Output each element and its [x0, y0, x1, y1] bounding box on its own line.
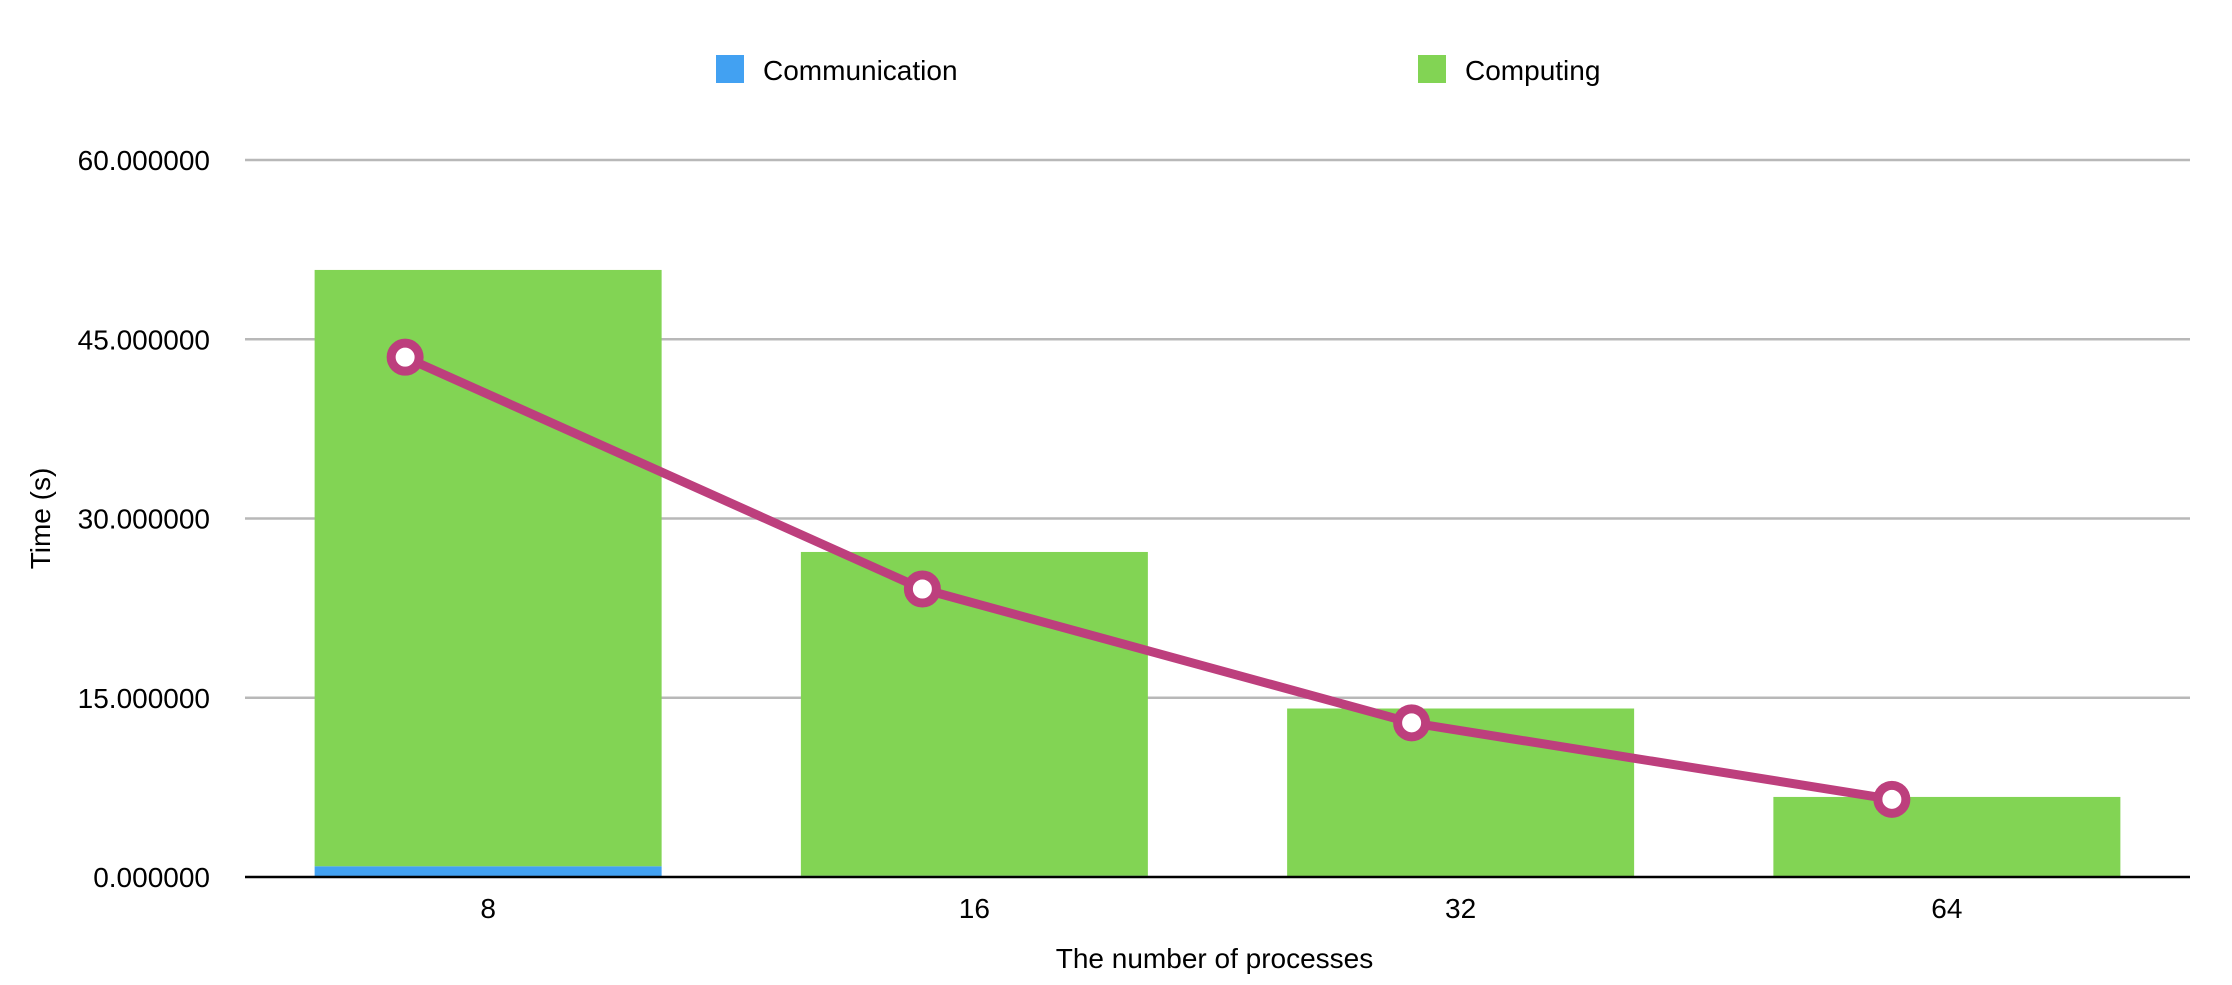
- legend: Communication Computing: [716, 55, 1600, 86]
- y-axis-title: Time (s): [25, 468, 56, 570]
- bar-computing: [314, 269, 662, 867]
- line-point: [903, 570, 941, 608]
- legend-label-computing: Computing: [1465, 55, 1600, 86]
- y-tick-label: 30.000000: [78, 504, 210, 535]
- line-series: [386, 338, 1911, 818]
- x-tick-label: 32: [1445, 893, 1476, 924]
- bar-communication: [314, 866, 662, 877]
- bar-computing: [1287, 708, 1635, 877]
- bars: [314, 269, 2121, 877]
- bar-computing: [1773, 796, 2121, 877]
- line-point: [1873, 780, 1911, 818]
- x-axis-title: The number of processes: [1056, 943, 1374, 974]
- legend-label-communication: Communication: [763, 55, 958, 86]
- y-tick-label: 15.000000: [78, 683, 210, 714]
- x-tick-label: 16: [959, 893, 990, 924]
- legend-swatch-computing: [1418, 55, 1446, 83]
- x-tick-label: 8: [480, 893, 496, 924]
- line-point: [1393, 704, 1431, 742]
- y-tick-label: 0.000000: [93, 862, 210, 893]
- y-tick-label: 45.000000: [78, 324, 210, 355]
- y-tick-label: 60.000000: [78, 145, 210, 176]
- line-point: [386, 338, 424, 376]
- legend-swatch-communication: [716, 55, 744, 83]
- tick-labels: 0.000000 15.000000 30.000000 45.000000 60.00…: [78, 145, 1963, 924]
- x-tick-label: 64: [1931, 893, 1962, 924]
- line-series-path: [403, 353, 1893, 804]
